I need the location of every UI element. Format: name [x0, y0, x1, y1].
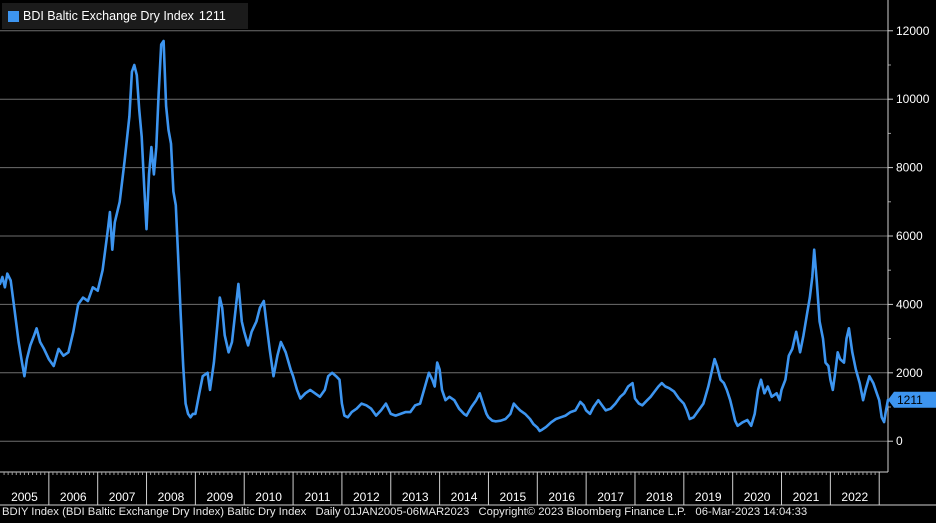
- y-axis: 0 2000 4000 6000 8000 10000 12000: [887, 0, 930, 472]
- y-tick-label: 6000: [896, 229, 923, 243]
- series-line-bdi: [0, 39, 890, 433]
- x-tick-label: 2015: [500, 490, 527, 504]
- footer-timestamp: 06-Mar-2023 14:04:33: [695, 506, 808, 518]
- x-tick-label: 2019: [695, 490, 722, 504]
- x-tick-label: 2016: [548, 490, 575, 504]
- footer-bar: BDIY Index (BDI Baltic Exchange Dry Inde…: [2, 506, 813, 518]
- x-tick-label: 2017: [597, 490, 624, 504]
- y-tick-label: 4000: [896, 297, 923, 311]
- y-tick-label: 0: [896, 434, 903, 448]
- chart-legend: BDI Baltic Exchange Dry Index 1211: [2, 3, 248, 29]
- series-layer: [0, 39, 890, 433]
- legend-label: BDI Baltic Exchange Dry Index: [23, 9, 194, 23]
- x-tick-label: 2006: [60, 490, 87, 504]
- y-tick-label: 10000: [896, 92, 930, 106]
- x-tick-label: 2020: [744, 490, 771, 504]
- legend-value: 1211: [198, 9, 226, 23]
- x-tick-label: 2022: [841, 490, 868, 504]
- gridlines: [0, 30, 888, 442]
- x-tick-label: 2005: [11, 490, 38, 504]
- x-tick-label: 2007: [109, 490, 136, 504]
- legend-swatch: [8, 10, 19, 22]
- last-value-label: 1211: [897, 393, 923, 407]
- y-tick-label: 8000: [896, 161, 923, 175]
- footer-security: BDIY Index (BDI Baltic Exchange Dry Inde…: [2, 506, 307, 518]
- x-tick-label: 2008: [158, 490, 185, 504]
- x-tick-label: 2012: [353, 490, 380, 504]
- footer-range: Daily 01JAN2005-06MAR2023: [315, 506, 470, 518]
- footer-copyright: Copyright© 2023 Bloomberg Finance L.P.: [478, 506, 687, 518]
- x-axis: 2005 2006 2007 2008 2009 2010 2011 2012 2013 2014…: [0, 471, 936, 506]
- x-tick-label: 2018: [646, 490, 673, 504]
- y-tick-label: 12000: [896, 24, 930, 38]
- x-tick-label: 2009: [206, 490, 233, 504]
- x-tick-label: 2013: [402, 490, 429, 504]
- last-value-tag: [888, 391, 936, 408]
- last-value-marker: 1211: [888, 391, 936, 408]
- x-tick-label: 2021: [793, 490, 820, 504]
- x-tick-label: 2011: [305, 490, 331, 504]
- x-tick-label: 2014: [451, 490, 478, 504]
- x-tick-label: 2010: [255, 490, 282, 504]
- y-tick-label: 2000: [896, 366, 923, 380]
